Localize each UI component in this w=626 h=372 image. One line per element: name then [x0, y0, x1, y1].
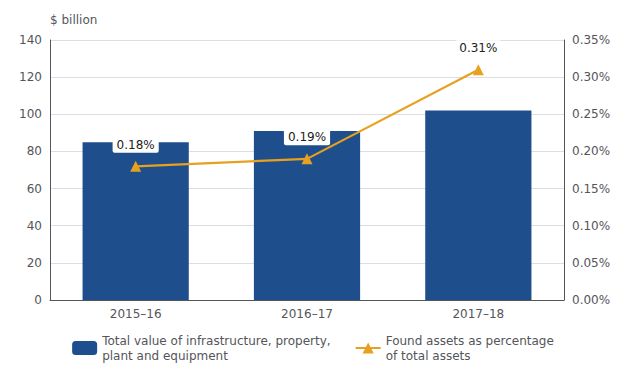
svg-text:80: 80 [27, 144, 42, 158]
svg-text:2015–16: 2015–16 [110, 307, 162, 321]
svg-text:0.30%: 0.30% [572, 70, 610, 84]
svg-text:140: 140 [19, 33, 42, 47]
svg-text:40: 40 [27, 219, 42, 233]
svg-text:Total value of infrastructure,: Total value of infrastructure, property, [101, 334, 331, 348]
svg-text:2017–18: 2017–18 [452, 307, 504, 321]
svg-text:$ billion: $ billion [50, 13, 97, 27]
svg-text:Found assets as percentage: Found assets as percentage [386, 334, 554, 348]
svg-text:0.35%: 0.35% [572, 33, 610, 47]
svg-text:0.20%: 0.20% [572, 144, 610, 158]
svg-text:0.19%: 0.19% [288, 130, 326, 144]
svg-text:2016–17: 2016–17 [281, 307, 333, 321]
svg-text:0.10%: 0.10% [572, 219, 610, 233]
svg-text:plant and equipment: plant and equipment [102, 349, 228, 363]
svg-text:0.05%: 0.05% [572, 256, 610, 270]
svg-text:100: 100 [19, 107, 42, 121]
svg-text:0.31%: 0.31% [459, 41, 497, 55]
svg-text:0.00%: 0.00% [572, 293, 610, 307]
svg-text:120: 120 [19, 70, 42, 84]
svg-text:20: 20 [27, 256, 42, 270]
svg-text:0: 0 [34, 293, 42, 307]
svg-text:60: 60 [27, 182, 42, 196]
svg-text:0.15%: 0.15% [572, 182, 610, 196]
svg-text:of total assets: of total assets [386, 349, 471, 363]
svg-text:0.18%: 0.18% [117, 138, 155, 152]
svg-text:0.25%: 0.25% [572, 107, 610, 121]
